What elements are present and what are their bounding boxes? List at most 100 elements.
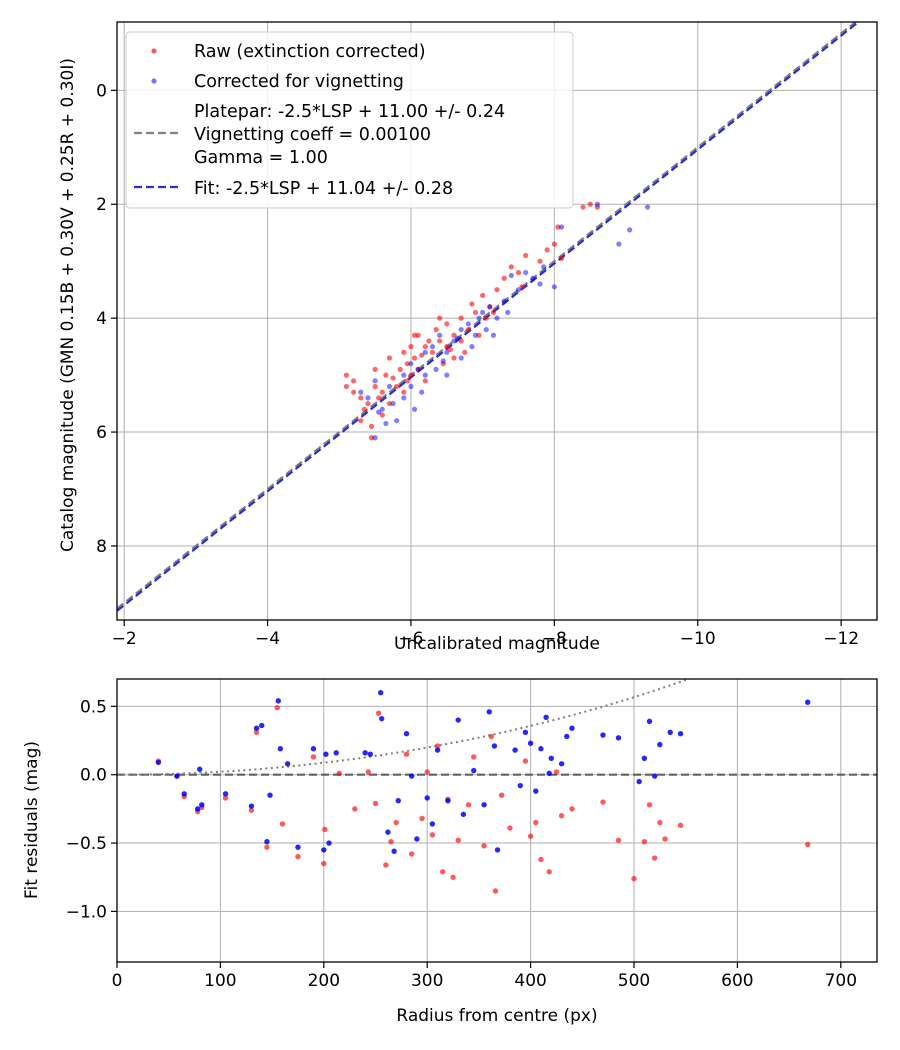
corrected-residual-point: [486, 709, 492, 715]
raw-point: [419, 352, 425, 358]
corrected-point: [372, 435, 378, 441]
corrected-residual-point: [600, 732, 606, 738]
corrected-point: [437, 332, 443, 338]
raw-residual-point: [646, 802, 653, 808]
raw-residual-point: [657, 819, 663, 826]
top-reference-lines: [117, 22, 861, 612]
corrected-point: [616, 241, 622, 247]
corrected-residual-point: [377, 689, 384, 696]
corrected-residual-point: [395, 797, 401, 804]
raw-point: [401, 349, 407, 355]
raw-point: [386, 400, 393, 407]
corrected-residual-point: [253, 725, 260, 731]
corrected-residual-point: [564, 733, 570, 740]
corrected-residual-point: [194, 806, 201, 812]
corrected-point: [515, 287, 522, 293]
x-tick-label: −10: [680, 629, 716, 649]
raw-point: [519, 284, 525, 290]
raw-residual-point: [450, 874, 456, 880]
corrected-point: [523, 269, 529, 276]
raw-residual-point: [310, 754, 317, 760]
corrected-point: [429, 344, 436, 350]
legend: Raw (extinction corrected) Corrected for…: [125, 31, 574, 209]
corrected-residual-point: [277, 746, 284, 752]
corrected-point: [415, 366, 421, 373]
corrected-residual-point: [543, 714, 549, 720]
raw-residual-point: [615, 837, 622, 844]
raw-point: [490, 309, 497, 316]
raw-residual-point: [488, 733, 495, 740]
corrected-residual-point: [391, 848, 397, 854]
corrected-residual-point: [155, 759, 162, 766]
raw-point: [386, 355, 393, 361]
legend-corrected-label: Corrected for vignetting: [194, 72, 404, 92]
corrected-residual-point: [264, 838, 270, 845]
raw-residual-point: [631, 875, 637, 882]
raw-residual-point: [322, 826, 328, 833]
top-axes-frame: [116, 21, 878, 621]
y-tick-label: −1.0: [66, 902, 107, 922]
raw-point: [351, 389, 357, 395]
x-tick-label: −8: [542, 629, 567, 649]
raw-residual-point: [553, 769, 560, 775]
corrected-point: [472, 332, 479, 338]
corrected-point: [401, 372, 407, 378]
legend-box: [125, 31, 574, 209]
raw-point: [365, 400, 371, 407]
raw-residual-point: [336, 770, 343, 777]
raw-point: [472, 309, 479, 316]
fit-line: [117, 22, 861, 612]
corrected-point: [494, 315, 500, 321]
y-tick-label: 8: [96, 537, 107, 557]
raw-point: [433, 326, 439, 333]
corrected-residual-point: [429, 821, 436, 827]
raw-point: [408, 372, 414, 378]
corrected-point: [458, 326, 464, 333]
raw-point: [544, 247, 550, 253]
raw-residual-point: [222, 795, 229, 801]
corrected-residual-point: [445, 797, 451, 804]
corrected-point: [476, 315, 482, 321]
raw-point: [358, 395, 364, 401]
corrected-point: [365, 395, 371, 401]
raw-residual-point: [419, 815, 425, 822]
raw-point: [444, 321, 450, 327]
corrected-residual-point: [326, 840, 332, 846]
bottom-y-axis-label: Fit residuals (mag): [22, 741, 42, 899]
bottom-y-ticks: 0.5 0.0 −0.5 −1.0: [66, 697, 117, 922]
corrected-point: [594, 201, 600, 207]
corrected-residual-point: [403, 730, 410, 737]
corrected-point: [379, 406, 385, 412]
corrected-point: [386, 383, 393, 390]
corrected-residual-point: [367, 751, 374, 757]
raw-point: [462, 349, 468, 355]
corrected-residual-point: [323, 751, 329, 757]
raw-point: [555, 224, 561, 230]
legend-corrected-marker: [151, 78, 157, 84]
legend-raw-marker: [151, 48, 157, 54]
raw-residual-point: [383, 862, 389, 868]
raw-residual-point: [434, 743, 441, 749]
corrected-residual-point: [199, 802, 205, 808]
corrected-residual-point: [646, 718, 653, 725]
corrected-residual-point: [548, 755, 554, 761]
top-x-axis-label: Uncalibrated magnitude: [394, 634, 600, 654]
top-scatter-panel: −2 −4 −6 −8 −10 −12 0 2 4 6 8 Uncalibrated magnit…: [58, 21, 878, 654]
corrected-residual-point: [657, 741, 663, 748]
raw-residual-point: [522, 758, 529, 764]
raw-residual-point: [677, 822, 684, 828]
raw-point: [580, 204, 586, 210]
raw-point: [343, 383, 350, 390]
x-tick-label: −2: [112, 629, 137, 649]
raw-point: [451, 332, 457, 338]
corrected-point: [383, 420, 389, 427]
raw-point: [397, 366, 403, 373]
x-tick-label: 500: [618, 971, 650, 991]
raw-point: [411, 332, 418, 338]
top-y-ticks: 0 2 4 6 8: [96, 81, 117, 557]
legend-platepar-line-1: Platepar: -2.5*LSP + 11.00 +/- 0.24: [194, 102, 505, 122]
raw-point: [558, 255, 565, 261]
raw-residual-point: [321, 860, 327, 867]
corrected-point: [551, 284, 557, 290]
corrected-point: [458, 355, 464, 361]
